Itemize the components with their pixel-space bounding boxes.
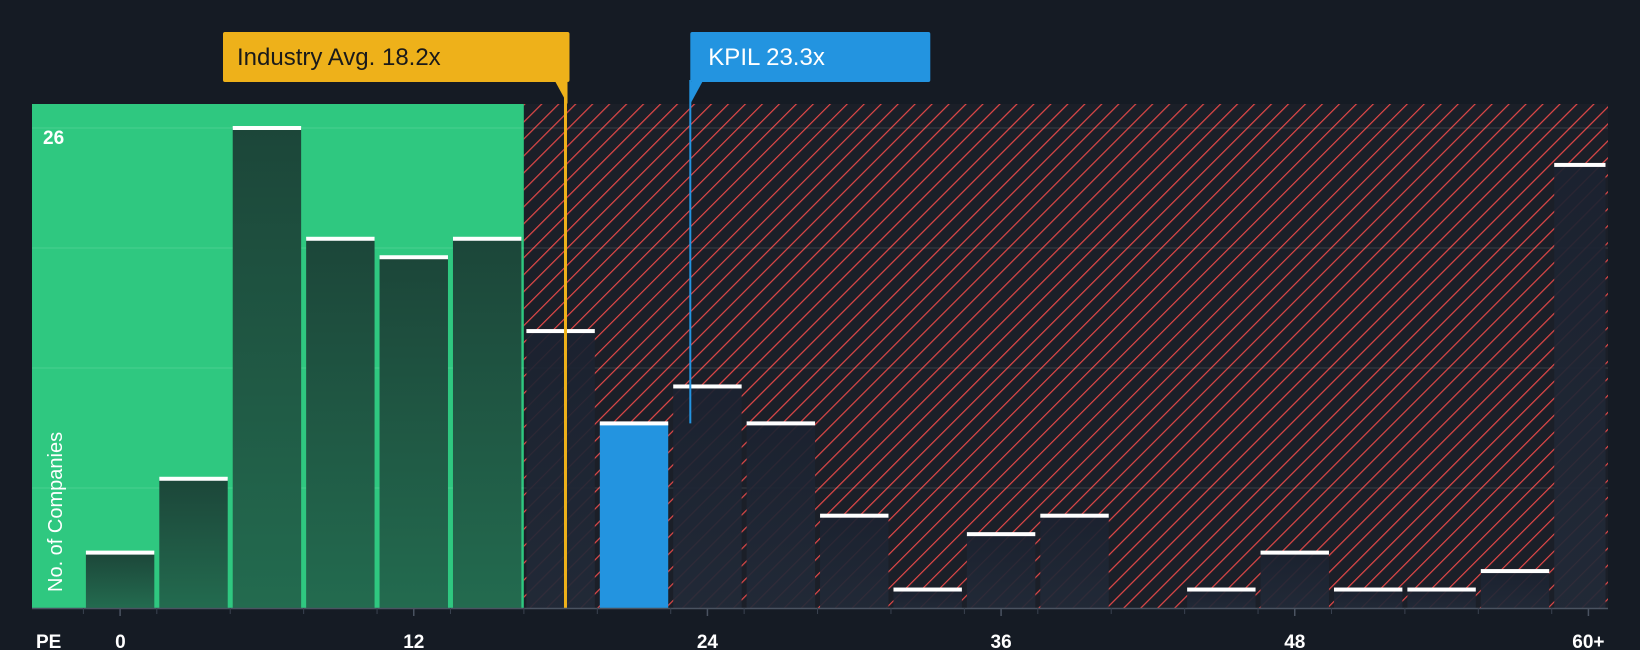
histogram-bar [1407,589,1476,608]
x-tick-label: 0 [115,632,126,650]
histogram-bar-cap [379,255,448,260]
histogram-bar-cap [306,236,375,241]
histogram-bar [599,423,669,608]
industry-avg-callout-pointer [555,82,568,104]
histogram-bar-cap [966,532,1036,537]
histogram-bar [85,552,155,608]
histogram-bar-cap [1554,162,1606,167]
histogram-bar-cap [159,476,228,481]
y-max-tick-label: 26 [43,128,64,149]
histogram-bar-cap [893,587,962,592]
histogram-bar-cap [820,513,889,518]
histogram-bar-cap [1333,587,1403,592]
histogram-bar [526,331,595,608]
x-tick-label: 12 [403,632,424,650]
histogram-bar [159,478,228,608]
histogram-bar [1040,515,1109,608]
histogram-bar-cap [526,329,595,334]
histogram-bar [306,238,375,608]
histogram-bar [1480,571,1550,608]
industry-avg-label: Industry Avg. 18.2x [237,44,441,71]
x-tick-label: 48 [1284,632,1305,650]
company-callout-box [690,32,931,82]
x-axis-label: PE [36,632,61,650]
histogram-bar-cap [1260,550,1329,555]
x-tick-label: 36 [991,632,1012,650]
y-axis-label: No. of Companies [45,432,67,592]
histogram-bar [893,589,962,608]
histogram-bar-cap [599,421,669,426]
histogram-bar [452,238,522,608]
histogram-bar [1554,164,1606,608]
histogram-bar-cap [1407,587,1476,592]
histogram-bar-cap [85,550,155,555]
histogram-bar-cap [746,421,816,426]
histogram-bar [1260,552,1329,608]
x-tick-label: 60+ [1572,632,1604,650]
histogram-bar [820,515,889,608]
histogram-bar-cap [452,236,522,241]
histogram-bar [1187,589,1256,608]
company-pe-label: KPIL 23.3x [708,44,825,71]
histogram-bar [232,128,302,608]
x-tick-label: 24 [697,632,719,650]
histogram-bar [746,423,816,608]
histogram-bar-cap [232,126,302,130]
histogram-bar [673,386,742,608]
industry-avg-callout-box [223,32,570,82]
histogram-bar-cap [1040,513,1109,518]
histogram-bar [1333,589,1403,608]
histogram-bar-cap [1187,587,1256,592]
histogram-bar [379,257,448,608]
histogram-bar-cap [673,384,742,389]
company-callout-pointer [690,82,703,104]
histogram-bar [966,534,1036,608]
histogram-bar-cap [1480,569,1550,574]
